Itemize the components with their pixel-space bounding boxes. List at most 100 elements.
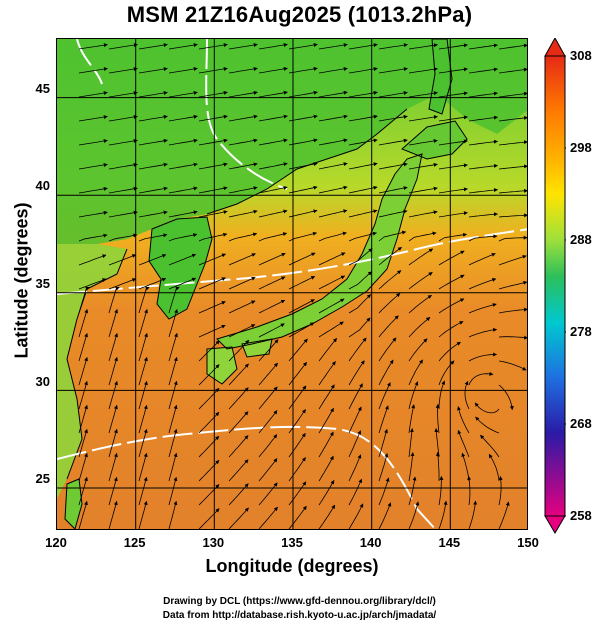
streamline	[258, 252, 286, 266]
streamline	[78, 43, 108, 50]
streamline	[108, 91, 138, 98]
streamline	[228, 67, 258, 74]
streamline	[474, 402, 500, 414]
streamline	[475, 416, 500, 434]
streamline	[78, 162, 108, 170]
streamline	[78, 91, 108, 98]
streamline	[228, 162, 258, 170]
streamline	[318, 138, 348, 146]
streamline	[228, 300, 256, 314]
streamline	[408, 476, 417, 506]
streamline	[168, 162, 198, 170]
streamline	[288, 338, 308, 362]
streamline	[468, 252, 496, 266]
streamline	[168, 404, 178, 434]
streamline	[108, 233, 138, 242]
streamline	[168, 114, 198, 122]
x-tick-label: 125	[123, 535, 146, 550]
streamline	[288, 114, 318, 122]
streamline	[258, 232, 288, 242]
streamline	[168, 428, 178, 458]
streamline	[108, 380, 118, 410]
streamline	[258, 410, 278, 434]
map-canvas	[57, 39, 527, 529]
streamline	[288, 90, 318, 98]
streamline	[438, 500, 448, 529]
streamline	[378, 114, 408, 122]
streamline	[348, 430, 362, 458]
streamline	[138, 67, 168, 74]
streamline	[78, 452, 88, 482]
streamline	[408, 501, 420, 529]
streamline	[168, 309, 178, 338]
streamline	[480, 434, 500, 458]
streamline	[168, 452, 178, 482]
streamline	[348, 478, 363, 506]
streamline	[168, 66, 198, 74]
streamline	[378, 405, 389, 434]
streamline	[258, 276, 286, 290]
streamline	[108, 114, 138, 122]
streamline	[378, 162, 408, 170]
streamline	[498, 43, 527, 50]
streamline	[378, 67, 408, 74]
x-tick-label: 150	[517, 535, 539, 550]
streamline	[198, 277, 226, 290]
streamline	[198, 253, 226, 266]
streamline	[168, 43, 198, 50]
streamline	[378, 43, 408, 50]
land-korea	[149, 217, 212, 319]
streamline	[498, 213, 527, 218]
streamline	[318, 480, 335, 506]
streamline	[318, 361, 336, 386]
streamline	[228, 232, 258, 242]
colorbar-tick-label: 288	[570, 232, 592, 247]
streamline	[258, 506, 278, 529]
streamline	[318, 337, 338, 362]
streamline	[288, 231, 317, 242]
streamline	[228, 114, 258, 122]
streamline	[108, 210, 138, 218]
streamline	[468, 91, 498, 98]
streamline	[258, 323, 285, 338]
streamline	[408, 138, 438, 146]
streamline	[108, 500, 118, 529]
colorbar-tick-label: 298	[570, 140, 592, 155]
streamline	[378, 246, 402, 266]
streamline	[438, 43, 468, 50]
streamline	[438, 163, 468, 170]
y-tick-label: 45	[35, 80, 50, 96]
streamline	[318, 252, 346, 266]
streamline	[138, 428, 148, 458]
streamline	[438, 67, 468, 74]
temperature-contours	[57, 39, 527, 529]
streamline	[78, 380, 88, 410]
streamline	[498, 188, 527, 194]
streamline	[288, 209, 318, 218]
streamline	[464, 380, 470, 410]
streamline	[378, 315, 399, 338]
streamline	[198, 411, 220, 434]
streamline	[378, 502, 392, 529]
streamline	[318, 209, 348, 218]
streamline	[78, 67, 108, 74]
streamline	[198, 66, 228, 74]
streamline	[168, 356, 178, 386]
y-tick-label: 40	[35, 178, 50, 194]
streamline	[258, 90, 288, 98]
streamline	[318, 504, 336, 529]
streamline	[138, 476, 148, 506]
land-sakhalin	[429, 39, 452, 114]
streamline	[498, 335, 527, 340]
streamline	[138, 114, 168, 122]
streamline	[78, 500, 88, 529]
streamline	[78, 233, 108, 242]
y-tick-label: 30	[35, 373, 50, 389]
streamline	[138, 380, 148, 410]
streamline	[288, 409, 306, 434]
streamline	[138, 404, 148, 434]
streamline	[258, 42, 288, 50]
streamline	[318, 431, 334, 458]
streamline	[138, 162, 168, 170]
streamline	[288, 322, 315, 338]
